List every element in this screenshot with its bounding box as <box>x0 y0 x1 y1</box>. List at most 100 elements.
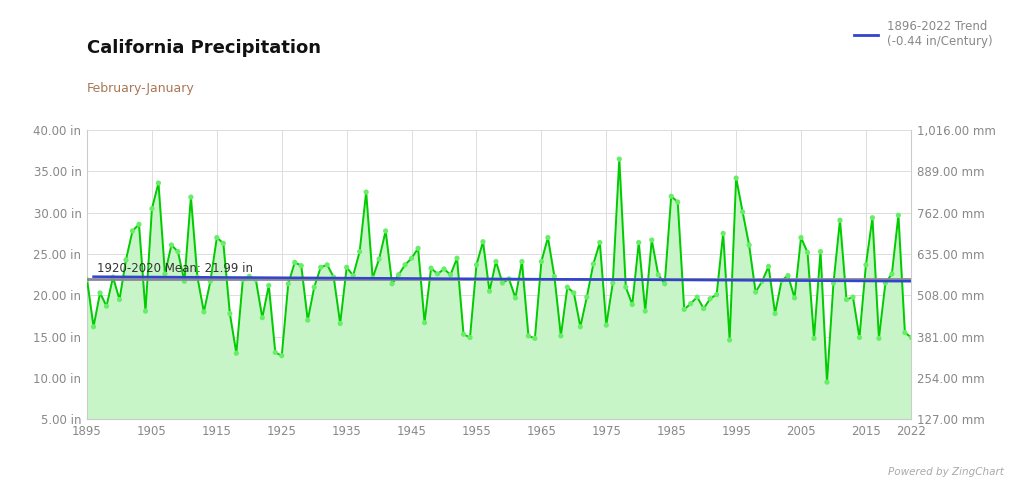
Point <box>897 329 913 336</box>
Point <box>209 234 225 241</box>
Point <box>761 263 777 270</box>
Point <box>241 272 257 280</box>
Point <box>397 261 414 268</box>
Point <box>682 300 698 308</box>
Point <box>793 234 809 241</box>
Point <box>182 193 199 201</box>
Point <box>780 272 797 280</box>
Point <box>403 254 420 262</box>
Point <box>371 255 387 263</box>
Point <box>228 349 245 357</box>
Point <box>423 264 439 272</box>
Point <box>118 256 134 264</box>
Point <box>417 319 433 326</box>
Point <box>384 280 400 288</box>
Point <box>624 301 640 308</box>
Text: February-January: February-January <box>87 82 195 95</box>
Point <box>287 258 303 266</box>
Point <box>260 281 276 289</box>
Point <box>890 212 906 219</box>
Point <box>248 276 264 283</box>
Point <box>112 295 128 303</box>
Point <box>800 249 816 256</box>
Point <box>507 294 523 302</box>
Point <box>604 279 621 287</box>
Point <box>170 248 186 255</box>
Point <box>754 278 770 285</box>
Point <box>709 291 725 298</box>
Point <box>221 310 238 318</box>
Text: Powered by ZingChart: Powered by ZingChart <box>888 467 1004 477</box>
Point <box>312 264 329 271</box>
Point <box>702 295 719 303</box>
Point <box>670 198 686 206</box>
Point <box>306 283 323 291</box>
Point <box>831 216 848 224</box>
Point <box>495 279 511 287</box>
Point <box>643 236 659 244</box>
Point <box>300 316 316 324</box>
Point <box>534 258 550 266</box>
Point <box>663 192 679 200</box>
Point <box>85 323 101 331</box>
Point <box>481 287 498 295</box>
Point <box>611 155 628 163</box>
Point <box>98 302 115 310</box>
Point <box>656 280 673 288</box>
Point <box>546 272 562 280</box>
Point <box>442 271 459 279</box>
Point <box>819 378 836 386</box>
Point <box>254 314 270 321</box>
Point <box>689 293 706 301</box>
Point <box>345 272 361 280</box>
Point <box>151 179 167 187</box>
Point <box>773 277 790 284</box>
Point <box>812 248 828 255</box>
Point <box>878 279 894 287</box>
Point <box>864 214 881 222</box>
Point <box>553 332 569 340</box>
Point <box>131 220 147 228</box>
Point <box>92 289 109 297</box>
Point <box>598 321 614 329</box>
Point <box>870 335 887 342</box>
Point <box>137 307 154 315</box>
Point <box>475 238 492 245</box>
Point <box>104 273 121 281</box>
Point <box>520 332 537 340</box>
Point <box>293 262 309 269</box>
Point <box>585 260 601 268</box>
Point <box>215 240 231 247</box>
Point <box>339 264 355 271</box>
Point <box>631 239 647 246</box>
Point <box>468 261 484 268</box>
Point <box>741 241 758 249</box>
Point <box>319 261 336 268</box>
Point <box>358 188 375 196</box>
Point <box>436 265 453 273</box>
Point <box>676 306 692 313</box>
Point <box>767 310 783 318</box>
Point <box>378 227 394 235</box>
Point <box>734 208 751 216</box>
Point <box>390 271 407 279</box>
Point <box>449 254 465 262</box>
Point <box>196 308 212 316</box>
Point <box>903 334 920 341</box>
Point <box>176 278 193 285</box>
Point <box>273 352 290 360</box>
Point <box>845 293 861 301</box>
Point <box>163 241 179 249</box>
Point <box>565 289 582 297</box>
Point <box>429 270 445 278</box>
Point <box>728 174 744 182</box>
Point <box>851 334 867 341</box>
Point <box>617 283 634 291</box>
Point <box>326 273 342 281</box>
Point <box>365 274 381 282</box>
Point <box>157 270 173 278</box>
Point <box>143 205 160 213</box>
Point <box>202 278 218 285</box>
Point <box>592 239 608 246</box>
Point <box>410 244 426 252</box>
